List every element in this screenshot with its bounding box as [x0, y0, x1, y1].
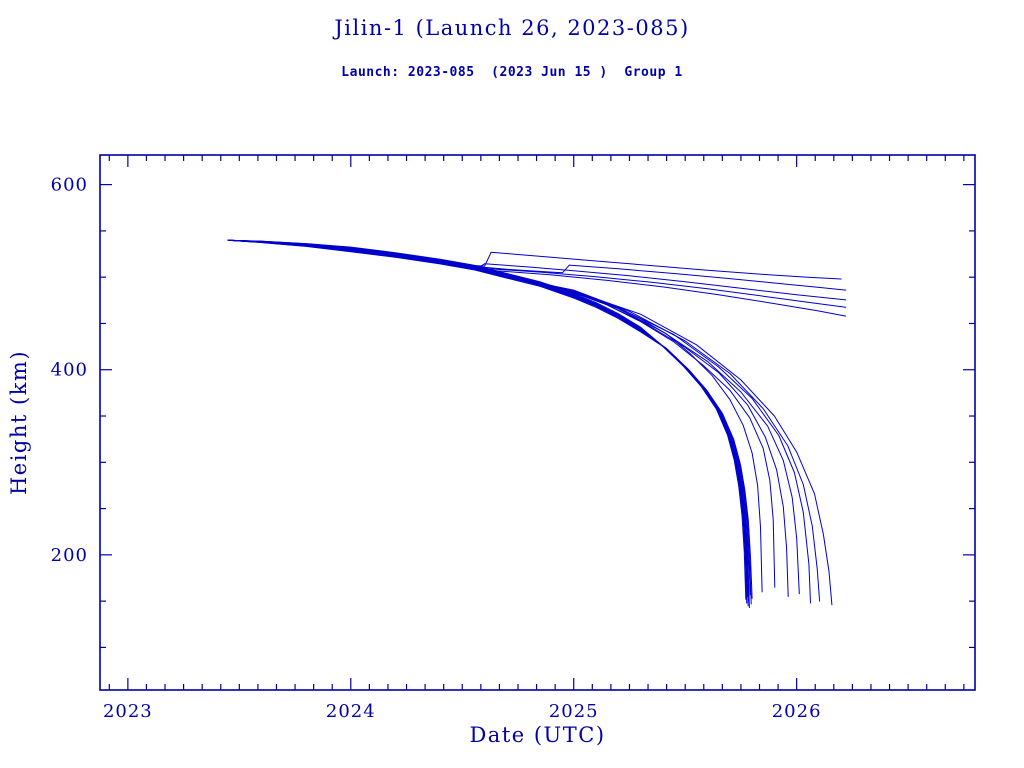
series-line-straggler-3: [227, 239, 789, 597]
plot-title: Jilin-1 (Launch 26, 2023-085): [334, 16, 690, 40]
plot-frame: [99, 154, 976, 691]
y-axis-title: Height (km): [7, 350, 31, 495]
x-tick-label: 2024: [326, 701, 376, 722]
series-line-bundle-3: [227, 239, 748, 597]
series-line-bundle-2: [227, 239, 748, 604]
y-tick-label: 400: [51, 360, 88, 381]
series-line-straggler-5: [227, 239, 811, 604]
x-tick-label: 2026: [772, 701, 822, 722]
series-line-bundle-7: [227, 239, 751, 596]
series-line-bundle-8: [227, 239, 752, 605]
series-line-straggler-6: [227, 239, 821, 602]
series-line-bundle-9: [227, 239, 753, 599]
plot-subtitle: Launch: 2023-085 (2023 Jun 15 ) Group 1: [341, 65, 683, 80]
series-line-straggler-4: [227, 239, 800, 595]
series-line-bundle-4: [227, 239, 749, 607]
series-line-bundle-6: [227, 239, 750, 609]
series-line-slow-3: [227, 239, 847, 301]
series-line-straggler-7: [227, 239, 833, 606]
x-tick-label: 2025: [549, 701, 599, 722]
series-line-slow-5: [227, 239, 847, 317]
series-line-straggler-2: [227, 239, 776, 588]
y-tick-label: 200: [51, 545, 88, 566]
x-tick-label: 2023: [103, 701, 153, 722]
series-line-straggler-1: [227, 239, 763, 593]
x-axis-title: Date (UTC): [469, 723, 605, 747]
y-tick-label: 600: [51, 175, 88, 196]
series-line-bundle-1: [227, 239, 747, 600]
series-line-bundle-5: [227, 239, 750, 602]
